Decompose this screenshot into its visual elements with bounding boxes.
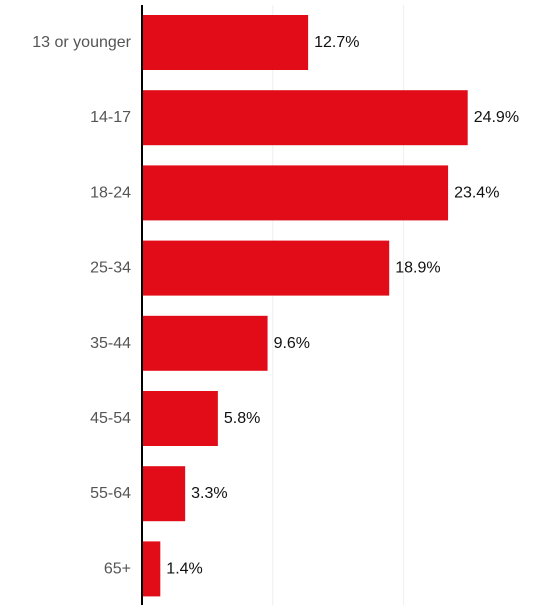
bar <box>142 541 161 597</box>
value-label: 3.3% <box>191 485 227 502</box>
category-label: 25-34 <box>90 260 131 277</box>
labels: 13 or younger 12.7% 14-17 24.9% 18-24 23.4% 25… <box>32 34 519 577</box>
value-label: 24.9% <box>474 109 519 126</box>
bar <box>142 240 390 296</box>
bar <box>142 90 468 146</box>
bar <box>142 466 186 522</box>
value-label: 5.8% <box>224 410 260 427</box>
category-label: 18-24 <box>90 184 131 201</box>
category-label: 65+ <box>104 560 131 577</box>
value-label: 23.4% <box>454 184 499 201</box>
value-label: 12.7% <box>314 34 359 51</box>
category-label: 35-44 <box>90 335 131 352</box>
category-label: 45-54 <box>90 410 131 427</box>
value-label: 9.6% <box>274 335 310 352</box>
bar <box>142 165 449 221</box>
bars <box>142 15 468 597</box>
bar <box>142 391 218 446</box>
value-label: 18.9% <box>395 260 440 277</box>
category-label: 55-64 <box>90 485 131 502</box>
bar <box>142 15 309 70</box>
bar <box>142 315 268 371</box>
category-label: 14-17 <box>90 109 131 126</box>
category-label: 13 or younger <box>32 34 131 51</box>
value-label: 1.4% <box>166 560 202 577</box>
